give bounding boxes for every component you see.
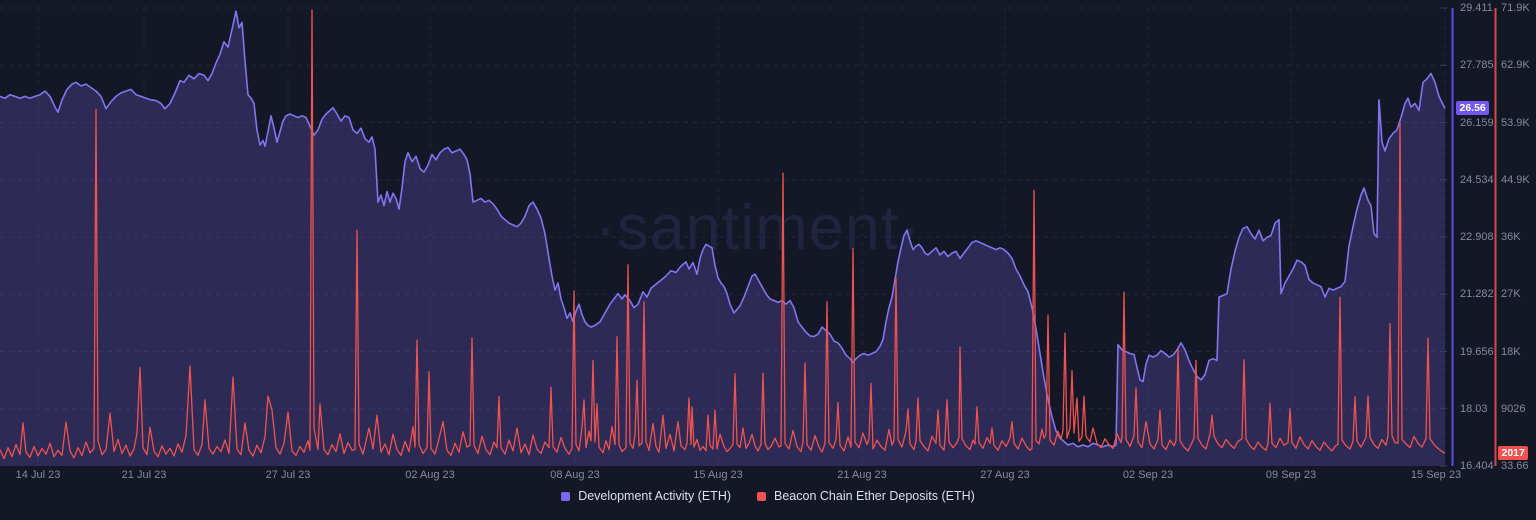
x-axis-label: 09 Sep 23 — [1265, 469, 1317, 481]
legend-label-deposits: Beacon Chain Ether Deposits (ETH) — [774, 489, 975, 503]
y-axis-right-label: 27K — [1501, 288, 1521, 301]
y-axis-left-label: 16.404 — [1460, 460, 1494, 472]
x-axis-label: 14 Jul 23 — [15, 469, 61, 481]
y-axis-right-label: 33.66 — [1501, 460, 1529, 472]
deposits-last-value-badge: 2017 — [1498, 446, 1529, 461]
dev-activity-swatch-icon — [561, 491, 571, 501]
santiment-watermark: ·santiment· — [595, 193, 922, 263]
x-axis-label: 27 Aug 23 — [980, 469, 1030, 481]
axis-spines — [1451, 8, 1497, 466]
y-axis-left-label: 18.03 — [1460, 402, 1488, 415]
y-axis-left-label: 24.534 — [1460, 173, 1494, 186]
x-axis-label: 15 Aug 23 — [693, 469, 743, 481]
legend: Development Activity (ETH) Beacon Chain … — [0, 489, 1536, 503]
deposits-swatch-icon — [757, 491, 767, 501]
x-axis-label: 02 Aug 23 — [405, 469, 455, 481]
x-axis-label: 02 Sep 23 — [1122, 469, 1174, 481]
y-axis-left-label: 26.159 — [1460, 116, 1494, 129]
y-axis-left-label: 29.411 — [1460, 2, 1493, 14]
x-axis-label: 15 Sep 23 — [1410, 469, 1462, 481]
y-axis-right-label: 44.9K — [1501, 173, 1530, 186]
y-axis-left-label: 19.656 — [1460, 345, 1494, 358]
x-axis-label: 08 Aug 23 — [550, 469, 600, 481]
dev-activity-line — [0, 10, 1446, 448]
dev-activity-last-value-badge: 26.56 — [1456, 101, 1490, 116]
y-axis-left-label: 22.908 — [1460, 231, 1494, 243]
legend-item-deposits[interactable]: Beacon Chain Ether Deposits (ETH) — [757, 489, 975, 503]
dev-activity-area — [0, 11, 1445, 466]
x-axis-label: 27 Jul 23 — [265, 469, 311, 481]
series-layer — [0, 9, 1446, 466]
y-axis-left-label: 21.282 — [1460, 288, 1494, 301]
legend-item-dev-activity[interactable]: Development Activity (ETH) — [561, 489, 731, 503]
y-axis-right-label: 62.9K — [1501, 59, 1530, 72]
y-axis-right-label: 18K — [1501, 345, 1521, 358]
y-axis-right-label: 53.9K — [1501, 116, 1530, 129]
deposits-line — [0, 9, 1446, 460]
y-axis-left-label: 27.785 — [1460, 59, 1494, 72]
x-axis-label: 21 Aug 23 — [837, 469, 887, 481]
gridlines — [0, 7, 1448, 466]
y-axis-right-label: 9026 — [1501, 402, 1526, 415]
y-axis-right-label: 36K — [1501, 231, 1521, 243]
axis-tick-marks — [1440, 7, 1447, 467]
y-axis-right-label: 71.9K — [1501, 2, 1530, 14]
x-axis-label: 21 Jul 23 — [121, 469, 167, 481]
legend-label-dev-activity: Development Activity (ETH) — [578, 489, 732, 503]
